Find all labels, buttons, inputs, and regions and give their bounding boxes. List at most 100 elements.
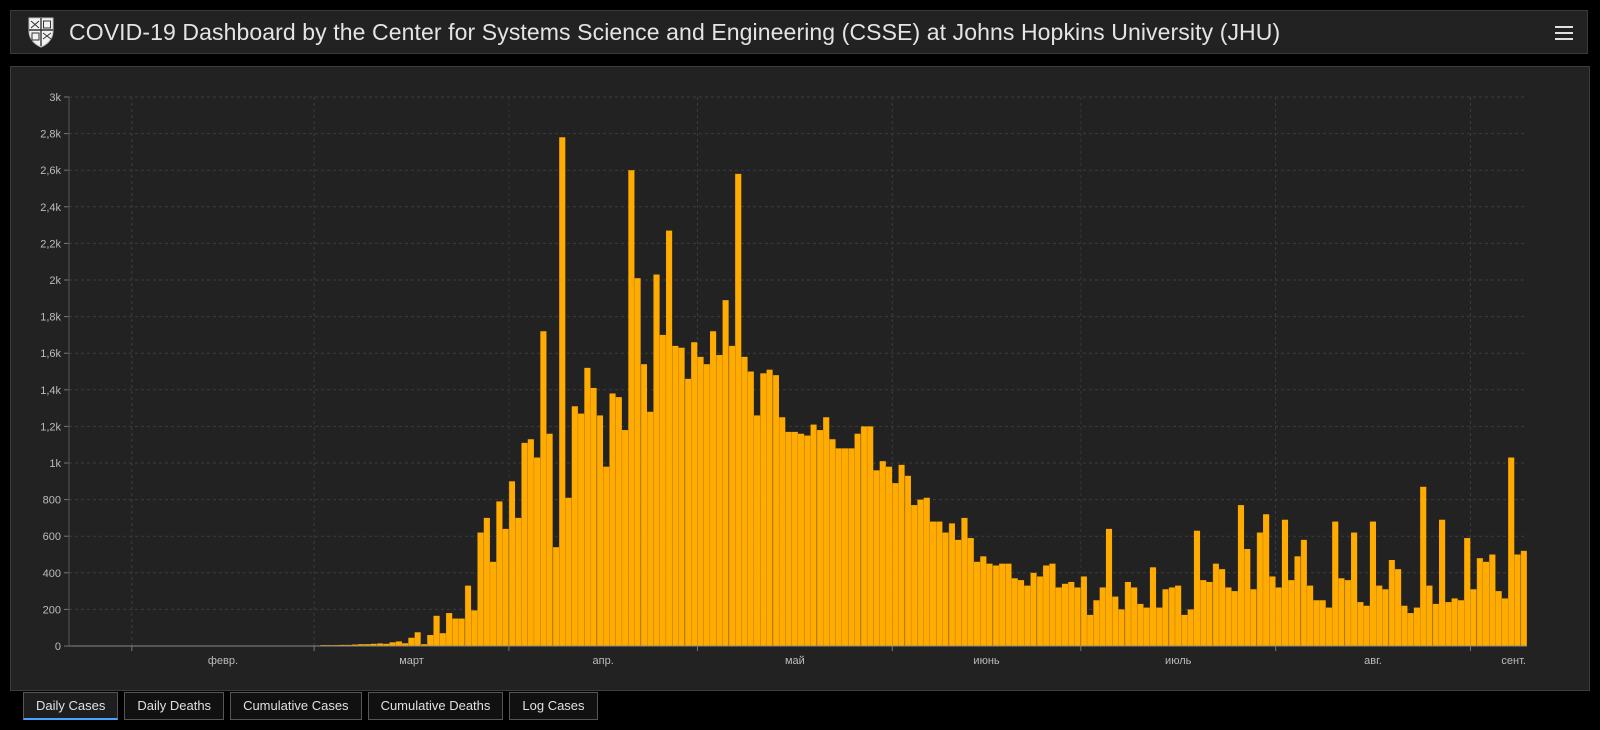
bar[interactable] [402, 643, 409, 646]
bar[interactable] [1426, 585, 1433, 646]
bar[interactable] [1093, 600, 1100, 646]
bar[interactable] [1457, 600, 1464, 646]
bar[interactable] [1036, 576, 1043, 646]
bar[interactable] [684, 378, 692, 646]
bar[interactable] [1212, 563, 1219, 646]
bar[interactable] [508, 481, 516, 646]
bar[interactable] [534, 457, 541, 646]
bar[interactable] [1332, 521, 1339, 646]
bar[interactable] [1369, 521, 1377, 646]
bar[interactable] [841, 448, 849, 646]
bar[interactable] [1250, 589, 1257, 646]
bar[interactable] [1382, 589, 1389, 646]
bar[interactable] [917, 499, 924, 646]
bar[interactable] [672, 345, 679, 646]
bar[interactable] [408, 637, 415, 646]
bar[interactable] [1445, 602, 1452, 646]
bar[interactable] [596, 415, 604, 646]
bar[interactable] [1407, 613, 1414, 646]
bar[interactable] [747, 371, 754, 647]
bar[interactable] [791, 431, 798, 646]
bar[interactable] [1288, 580, 1295, 646]
bar[interactable] [439, 633, 446, 646]
bar[interactable] [1206, 581, 1213, 646]
bar[interactable] [433, 615, 440, 646]
bar[interactable] [603, 466, 610, 646]
bar[interactable] [942, 532, 949, 646]
bar[interactable] [835, 448, 842, 646]
bar[interactable] [911, 505, 918, 646]
bar[interactable] [804, 435, 811, 646]
bar[interactable] [1168, 587, 1175, 646]
bar[interactable] [779, 417, 786, 646]
bar[interactable] [1501, 598, 1508, 646]
bar[interactable] [1514, 554, 1521, 647]
bar[interactable] [1143, 607, 1150, 646]
bar[interactable] [1363, 605, 1370, 646]
bar[interactable] [358, 644, 365, 646]
bar[interactable] [628, 170, 635, 646]
bar[interactable] [1338, 578, 1345, 646]
bar[interactable] [691, 342, 698, 646]
bar[interactable] [735, 173, 742, 647]
bar[interactable] [1432, 603, 1439, 646]
bar[interactable] [1420, 486, 1427, 646]
bar[interactable] [1281, 519, 1289, 646]
bar[interactable] [1131, 587, 1138, 646]
bar[interactable] [754, 415, 761, 646]
bar[interactable] [816, 430, 823, 646]
bar[interactable] [483, 517, 490, 646]
bar[interactable] [1344, 580, 1351, 646]
bar[interactable] [1061, 583, 1069, 646]
bar[interactable] [1156, 607, 1163, 646]
bar[interactable] [1175, 585, 1182, 646]
bar[interactable] [634, 278, 641, 646]
bar[interactable] [653, 274, 660, 646]
bar[interactable] [999, 563, 1006, 646]
bar[interactable] [502, 528, 509, 646]
bar[interactable] [496, 501, 503, 646]
bar[interactable] [823, 417, 830, 646]
bar[interactable] [873, 470, 880, 646]
bar[interactable] [879, 461, 886, 646]
tab-cumulative-deaths[interactable]: Cumulative Deaths [367, 692, 504, 720]
bar[interactable] [578, 413, 585, 646]
bar[interactable] [1483, 561, 1490, 646]
bar[interactable] [1030, 572, 1037, 646]
bar[interactable] [973, 561, 981, 646]
bar[interactable] [967, 538, 974, 646]
bar[interactable] [1087, 614, 1094, 646]
bar[interactable] [590, 387, 597, 646]
bar[interactable] [810, 424, 817, 646]
bar[interactable] [936, 521, 943, 646]
bar[interactable] [1137, 603, 1144, 646]
bar[interactable] [622, 430, 629, 646]
bar[interactable] [1275, 587, 1282, 646]
bar[interactable] [955, 539, 962, 646]
bar[interactable] [1225, 587, 1232, 646]
bar[interactable] [1464, 538, 1471, 646]
bar[interactable] [716, 355, 723, 646]
bar[interactable] [364, 644, 371, 646]
bar[interactable] [710, 331, 717, 646]
bar[interactable] [885, 466, 893, 646]
bar[interactable] [1055, 587, 1062, 646]
bar[interactable] [860, 426, 867, 646]
bar[interactable] [584, 367, 591, 646]
bar[interactable] [1388, 559, 1395, 646]
bar[interactable] [1162, 589, 1169, 646]
bar[interactable] [427, 635, 434, 646]
bar[interactable] [452, 618, 459, 646]
bar[interactable] [552, 547, 560, 646]
bar[interactable] [703, 364, 710, 646]
bar[interactable] [848, 448, 855, 646]
bar[interactable] [1313, 600, 1320, 646]
bar[interactable] [1300, 539, 1307, 646]
bar[interactable] [1395, 569, 1402, 646]
bar[interactable] [383, 643, 390, 646]
bar[interactable] [609, 393, 616, 646]
bar[interactable] [1476, 558, 1483, 646]
bar[interactable] [1231, 591, 1238, 646]
bar[interactable] [1112, 596, 1119, 646]
bar[interactable] [370, 643, 377, 646]
